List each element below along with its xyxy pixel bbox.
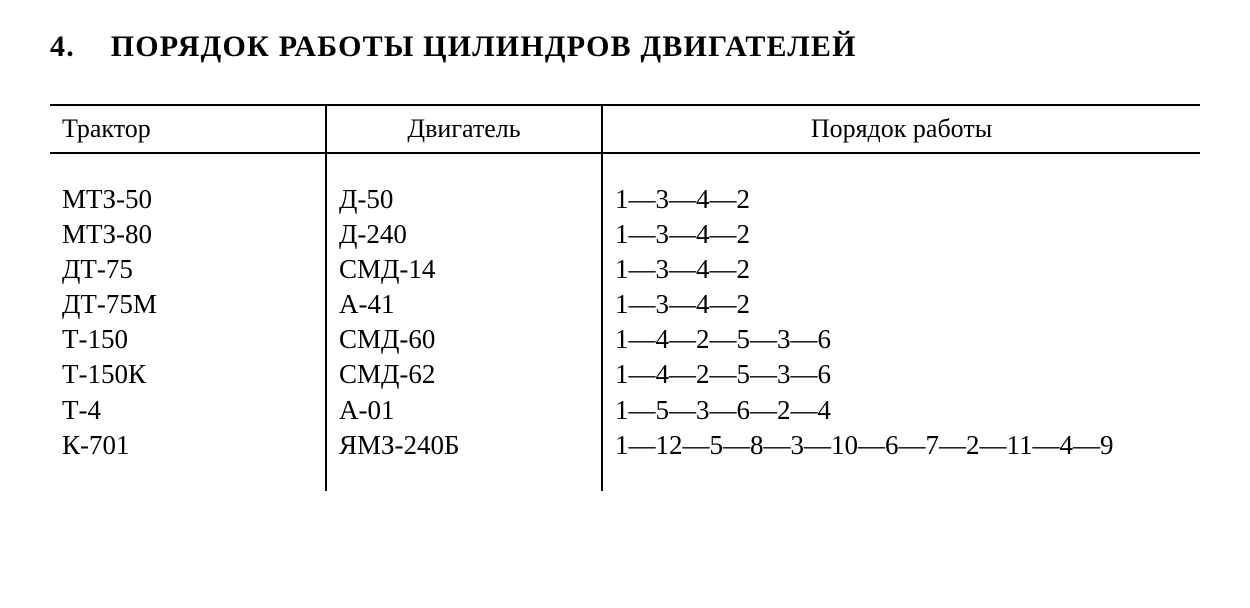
- cell-order: 1—3—4—2: [602, 287, 1200, 322]
- table-row: МТЗ-50 Д-50 1—3—4—2: [50, 182, 1200, 217]
- table-row: Т-4 А-01 1—5—3—6—2—4: [50, 393, 1200, 428]
- table-row: К-701 ЯМЗ-240Б 1—12—5—8—3—10—6—7—2—11—4—…: [50, 428, 1200, 463]
- col-header-order: Порядок работы: [602, 105, 1200, 153]
- cell-tractor: К-701: [50, 428, 326, 463]
- cell-order: 1—3—4—2: [602, 217, 1200, 252]
- cell-tractor: ДТ-75: [50, 252, 326, 287]
- cell-engine: Д-50: [326, 182, 602, 217]
- firing-order-table: Трактор Двигатель Порядок работы МТЗ-50 …: [50, 104, 1200, 491]
- cell-engine: А-01: [326, 393, 602, 428]
- cell-engine: СМД-14: [326, 252, 602, 287]
- cell-engine: СМД-62: [326, 357, 602, 392]
- cell-order: 1—5—3—6—2—4: [602, 393, 1200, 428]
- table-gap-row: [50, 463, 1200, 491]
- cell-tractor: Т-150К: [50, 357, 326, 392]
- col-header-engine: Двигатель: [326, 105, 602, 153]
- cell-order: 1—12—5—8—3—10—6—7—2—11—4—9: [602, 428, 1200, 463]
- table-gap-row: [50, 153, 1200, 182]
- table-row: Т-150К СМД-62 1—4—2—5—3—6: [50, 357, 1200, 392]
- section-title: ПОРЯДОК РАБОТЫ ЦИЛИНДРОВ ДВИГАТЕЛЕЙ: [111, 30, 857, 63]
- cell-engine: ЯМЗ-240Б: [326, 428, 602, 463]
- section-heading: 4. ПОРЯДОК РАБОТЫ ЦИЛИНДРОВ ДВИГАТЕЛЕЙ: [50, 30, 1200, 64]
- cell-order: 1—3—4—2: [602, 252, 1200, 287]
- col-header-tractor: Трактор: [50, 105, 326, 153]
- table-row: Т-150 СМД-60 1—4—2—5—3—6: [50, 322, 1200, 357]
- cell-engine: СМД-60: [326, 322, 602, 357]
- cell-tractor: МТЗ-80: [50, 217, 326, 252]
- table-row: ДТ-75М А-41 1—3—4—2: [50, 287, 1200, 322]
- cell-tractor: МТЗ-50: [50, 182, 326, 217]
- table-header-row: Трактор Двигатель Порядок работы: [50, 105, 1200, 153]
- cell-order: 1—3—4—2: [602, 182, 1200, 217]
- cell-tractor: Т-4: [50, 393, 326, 428]
- cell-engine: А-41: [326, 287, 602, 322]
- cell-order: 1—4—2—5—3—6: [602, 357, 1200, 392]
- section-number: 4.: [50, 30, 102, 64]
- cell-order: 1—4—2—5—3—6: [602, 322, 1200, 357]
- table-row: МТЗ-80 Д-240 1—3—4—2: [50, 217, 1200, 252]
- cell-tractor: ДТ-75М: [50, 287, 326, 322]
- table-row: ДТ-75 СМД-14 1—3—4—2: [50, 252, 1200, 287]
- cell-engine: Д-240: [326, 217, 602, 252]
- cell-tractor: Т-150: [50, 322, 326, 357]
